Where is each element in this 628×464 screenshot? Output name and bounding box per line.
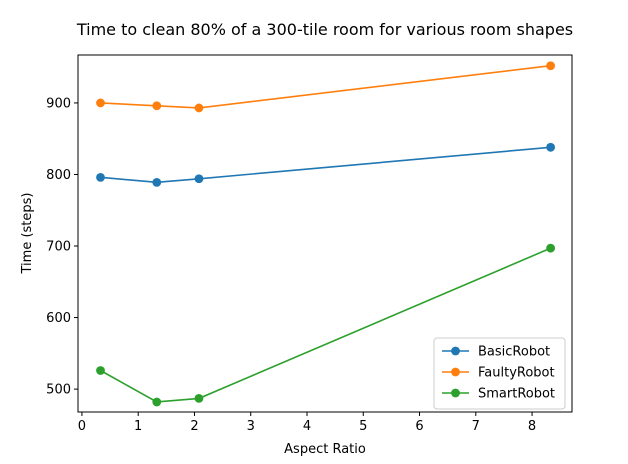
- chart-title: Time to clean 80% of a 300-tile room for…: [76, 20, 573, 39]
- data-point: [194, 394, 204, 403]
- data-point: [152, 101, 162, 111]
- x-tick-label: 3: [247, 419, 255, 434]
- y-tick-label: 500: [46, 383, 71, 398]
- x-axis: 0 1 2 3 4 5 6 7 8: [78, 412, 536, 434]
- y-axis: 500 600 700 800 900: [46, 96, 78, 398]
- y-tick-label: 800: [46, 168, 71, 183]
- x-tick-label: 0: [78, 419, 86, 434]
- data-point: [96, 98, 105, 108]
- legend-marker: [451, 346, 460, 356]
- data-point: [152, 177, 162, 187]
- x-tick-label: 7: [472, 419, 480, 434]
- legend-marker: [451, 388, 460, 398]
- data-point: [194, 174, 204, 184]
- legend-label: SmartRobot: [478, 387, 555, 402]
- x-tick-label: 6: [415, 419, 423, 434]
- data-point: [96, 172, 105, 182]
- y-axis-label: Time (steps): [20, 193, 35, 275]
- legend-label: FaultyRobot: [478, 366, 555, 381]
- legend: BasicRobot FaultyRobot SmartRobot: [433, 337, 566, 410]
- legend-label: BasicRobot: [478, 345, 550, 360]
- plot-frame: [77, 54, 573, 413]
- x-axis-label: Aspect Ratio: [284, 442, 366, 457]
- legend-marker: [451, 367, 460, 377]
- x-tick-label: 1: [134, 419, 142, 434]
- x-tick-label: 4: [303, 419, 311, 434]
- data-point: [96, 366, 105, 375]
- data-point: [194, 103, 204, 113]
- plot-area: [96, 61, 556, 407]
- series-line-0: [100, 146, 551, 184]
- data-point: [546, 142, 556, 152]
- series-line-1: [100, 64, 551, 109]
- data-point: [546, 243, 556, 253]
- y-tick-label: 700: [46, 240, 71, 255]
- x-tick-label: 5: [359, 419, 367, 434]
- legend-box: [433, 337, 566, 410]
- data-point: [152, 397, 162, 407]
- x-tick-label: 8: [528, 419, 536, 434]
- series-line-2: [100, 247, 551, 403]
- y-tick-label: 900: [46, 96, 71, 111]
- data-point: [546, 61, 556, 71]
- y-tick-label: 600: [46, 311, 71, 326]
- x-tick-label: 2: [190, 419, 198, 434]
